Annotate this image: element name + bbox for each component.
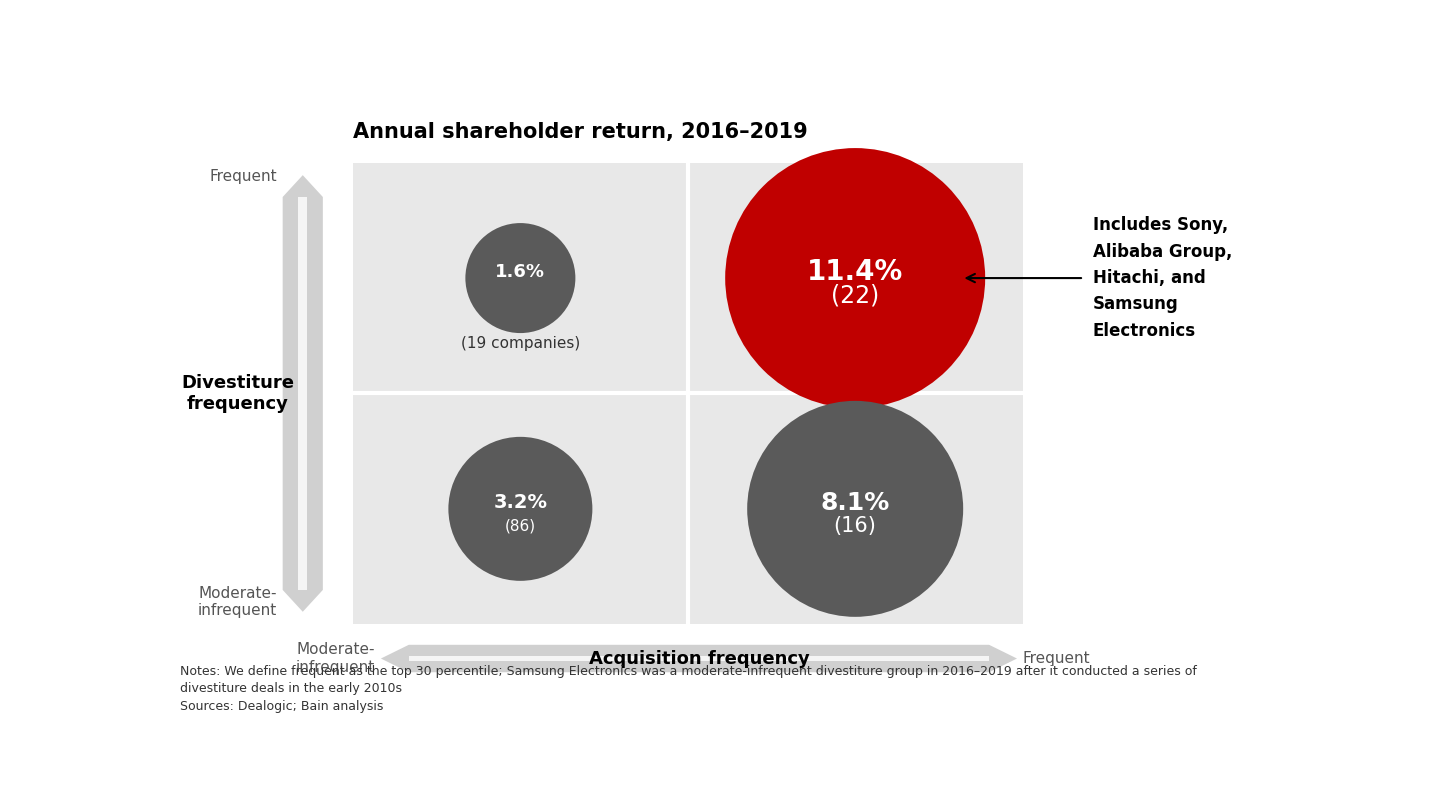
Circle shape	[465, 223, 576, 333]
Circle shape	[747, 401, 963, 617]
Text: Divestiture
frequency: Divestiture frequency	[181, 374, 295, 413]
Text: Moderate-
infrequent: Moderate- infrequent	[197, 586, 276, 618]
Circle shape	[726, 148, 985, 408]
Bar	[688, 394, 1022, 625]
Bar	[353, 163, 688, 394]
Text: (16): (16)	[834, 516, 877, 535]
Text: Frequent: Frequent	[1022, 651, 1090, 666]
Text: Sources: Dealogic; Bain analysis: Sources: Dealogic; Bain analysis	[180, 700, 383, 713]
Polygon shape	[282, 175, 323, 612]
Text: Includes Sony,
Alibaba Group,
Hitachi, and
Samsung
Electronics: Includes Sony, Alibaba Group, Hitachi, a…	[1093, 216, 1233, 340]
Text: (22): (22)	[831, 283, 880, 307]
Text: 11.4%: 11.4%	[806, 258, 903, 286]
Text: Notes: We define frequent as the top 30 percentile; Samsung Electronics was a mo: Notes: We define frequent as the top 30 …	[180, 665, 1197, 678]
Text: (86): (86)	[505, 518, 536, 533]
Text: Acquisition frequency: Acquisition frequency	[589, 650, 809, 667]
Text: 3.2%: 3.2%	[494, 493, 547, 512]
Text: 1.6%: 1.6%	[495, 263, 546, 281]
Text: Frequent: Frequent	[209, 169, 276, 184]
Text: divestiture deals in the early 2010s: divestiture deals in the early 2010s	[180, 682, 402, 695]
Circle shape	[448, 437, 592, 581]
Text: (19 companies): (19 companies)	[461, 336, 580, 351]
Bar	[298, 197, 307, 590]
Bar	[353, 394, 688, 625]
Bar	[688, 163, 1022, 394]
Text: 8.1%: 8.1%	[821, 491, 890, 514]
Text: Annual shareholder return, 2016–2019: Annual shareholder return, 2016–2019	[353, 122, 808, 142]
Text: Moderate-
infrequent: Moderate- infrequent	[297, 642, 376, 675]
Bar	[409, 656, 989, 661]
Polygon shape	[380, 645, 1017, 672]
